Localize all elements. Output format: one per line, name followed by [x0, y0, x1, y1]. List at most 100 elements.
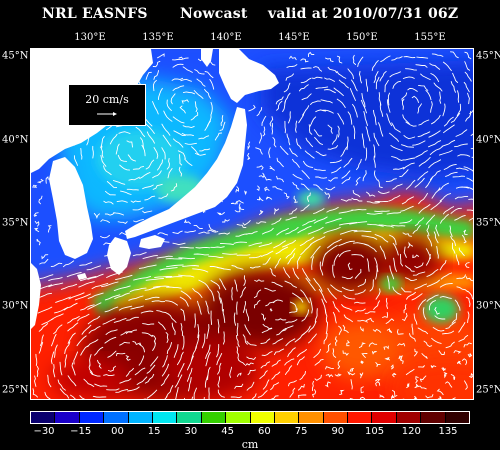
current-vector [261, 328, 273, 334]
current-vector [299, 370, 306, 381]
current-vector [233, 241, 248, 244]
current-vector [388, 234, 397, 246]
current-vector [391, 372, 397, 378]
current-vector [41, 254, 49, 260]
colorbar-segment [177, 412, 202, 423]
current-vector [37, 306, 53, 314]
current-vector [360, 326, 364, 332]
current-vector [184, 142, 197, 145]
current-vector [101, 281, 119, 288]
current-vector [371, 350, 377, 355]
current-vector [374, 234, 389, 243]
current-vector [229, 366, 233, 378]
current-vector [204, 88, 212, 99]
current-vector [301, 309, 310, 322]
current-vector [315, 109, 327, 113]
current-vector [107, 365, 117, 372]
colorbar-tick-label: 120 [401, 426, 421, 437]
current-vector [313, 348, 321, 358]
current-vector [314, 358, 324, 366]
current-vector [308, 333, 317, 344]
current-vector [467, 290, 473, 300]
current-vector [219, 278, 227, 291]
current-vector [55, 296, 71, 303]
current-vector [139, 342, 145, 353]
current-vector [352, 54, 357, 65]
current-vector [356, 158, 362, 171]
current-vector [405, 68, 417, 71]
current-vector [36, 292, 53, 299]
current-vector [47, 374, 52, 388]
current-vector [327, 66, 338, 74]
current-vector [463, 342, 472, 348]
current-vector [326, 343, 331, 353]
current-vector [246, 340, 257, 346]
current-vector [442, 206, 455, 215]
current-vector [269, 165, 275, 171]
current-vector [81, 324, 92, 335]
current-vector [320, 99, 333, 104]
current-vector [265, 301, 276, 307]
current-vector [38, 341, 44, 354]
current-vector [450, 51, 459, 59]
current-vector [430, 365, 437, 369]
current-vector [198, 135, 210, 140]
current-vector [39, 258, 49, 265]
current-vector [284, 280, 297, 288]
current-vector [428, 140, 442, 148]
current-vector [35, 353, 38, 366]
current-vector [377, 179, 383, 189]
current-vector [103, 374, 115, 377]
current-vector [378, 122, 384, 137]
current-vector [295, 120, 298, 133]
current-vector [193, 90, 204, 99]
current-vector [349, 397, 354, 399]
current-vector [269, 308, 273, 312]
current-vector [156, 255, 173, 259]
current-vector [360, 99, 367, 114]
current-vector [94, 346, 104, 356]
current-vector [347, 111, 353, 125]
current-vector [388, 195, 401, 202]
current-vector [466, 177, 473, 182]
current-vector [443, 116, 454, 127]
current-vector [276, 327, 287, 336]
current-vector [73, 134, 77, 146]
current-vector [300, 289, 310, 304]
current-vector [338, 209, 354, 214]
current-vector [340, 199, 352, 202]
current-vector [373, 144, 376, 158]
current-vector [236, 254, 251, 256]
reference-vector-box: 20 cm/s [68, 84, 146, 126]
current-vector [113, 285, 131, 292]
lat-label-left-40: 40°N [2, 134, 29, 146]
current-vector [422, 307, 427, 320]
current-vector [402, 232, 412, 237]
current-vector [426, 294, 439, 302]
current-vector [466, 209, 473, 211]
current-vector [402, 76, 415, 79]
current-vector [385, 318, 395, 324]
current-vector [465, 296, 471, 308]
current-vector [405, 368, 415, 376]
current-vector [282, 239, 297, 248]
current-vector [92, 395, 107, 398]
current-vector [443, 124, 455, 134]
current-vector [418, 204, 431, 214]
current-vector [464, 71, 472, 82]
current-vector [313, 129, 323, 137]
current-vector [236, 346, 239, 358]
current-vector [193, 253, 209, 256]
current-vector [414, 383, 419, 389]
current-vector [152, 79, 157, 92]
current-vector [449, 225, 453, 237]
current-vector [382, 311, 389, 319]
current-vector [188, 377, 192, 392]
current-vector [301, 170, 310, 179]
current-vector [393, 257, 398, 272]
current-vector [198, 279, 210, 289]
current-vector [115, 143, 120, 155]
current-vector [258, 242, 273, 248]
lon-label-150: 150°E [346, 32, 378, 43]
current-vector [425, 176, 434, 189]
